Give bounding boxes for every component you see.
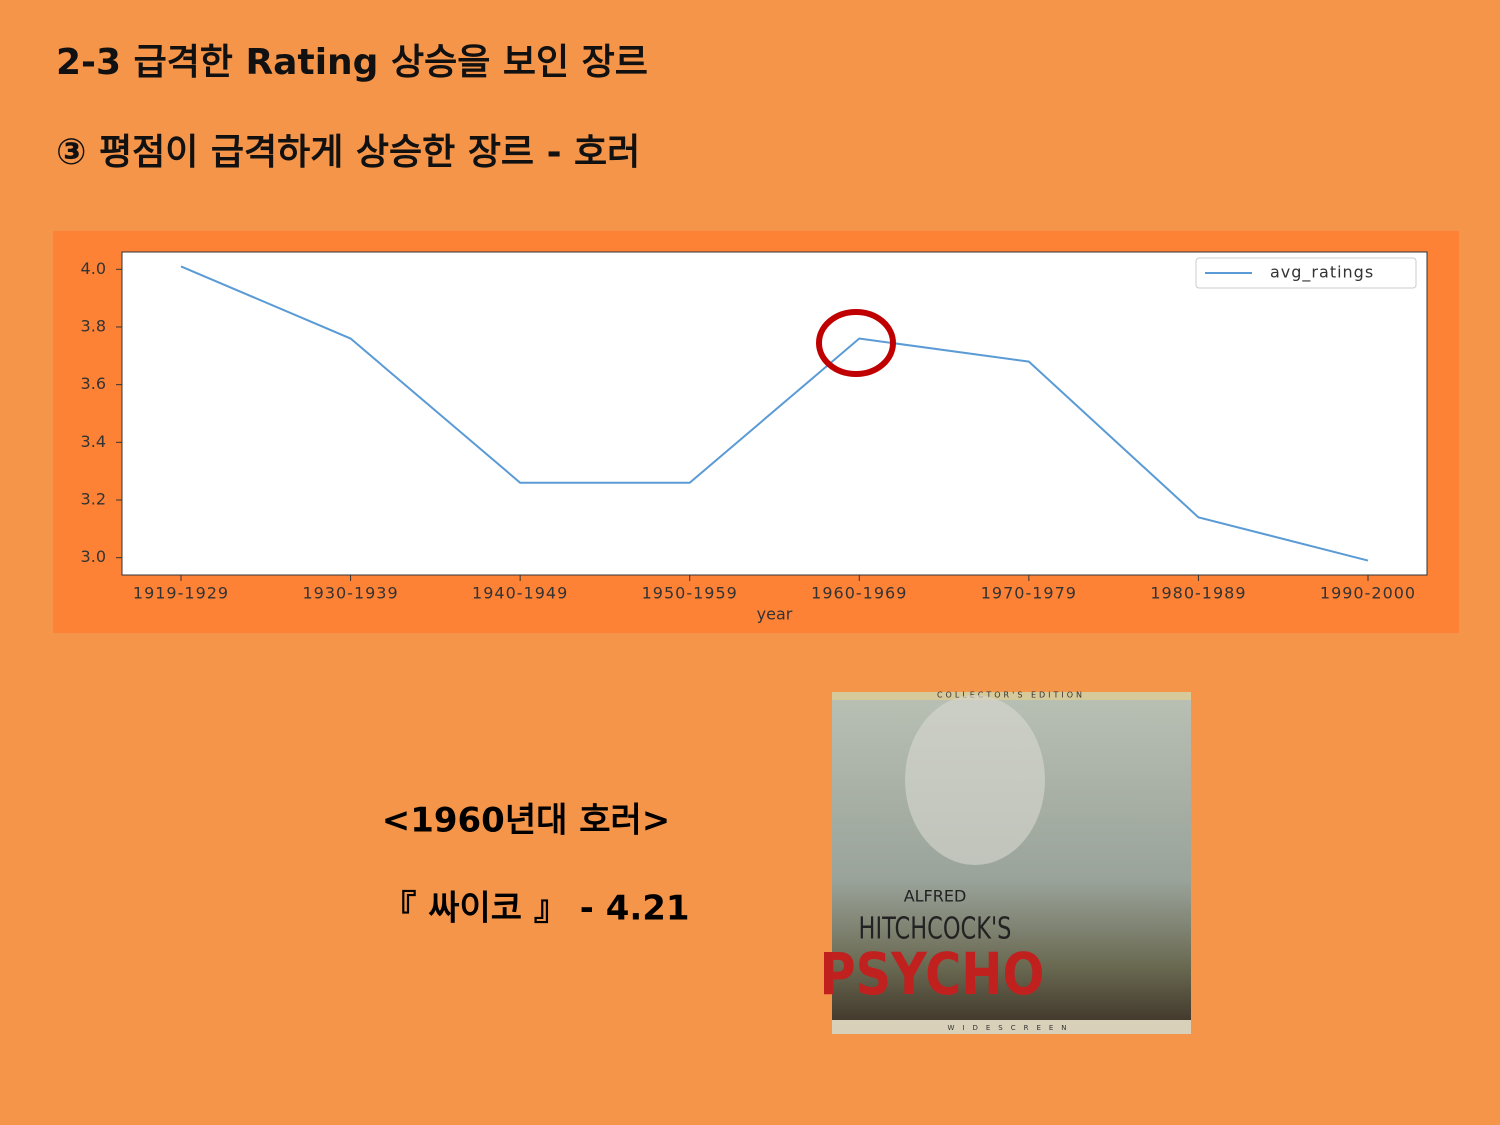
x-tick-label: 1990-2000 — [1320, 584, 1416, 603]
poster: COLLECTOR'S EDITION ALFRED HITCHCOCK'S P… — [820, 691, 1191, 1034]
poster-title: PSYCHO — [820, 940, 1045, 1008]
poster-band — [832, 692, 1191, 700]
y-tick-label: 4.0 — [81, 259, 106, 278]
poster-credit: HITCHCOCK'S — [859, 911, 1012, 946]
caption-heading: <1960년대 호러> — [382, 801, 671, 841]
line — [180, 265, 1369, 562]
x-tick-label: 1970-1979 — [981, 584, 1077, 603]
x-tick-label: 1980-1989 — [1150, 584, 1246, 603]
legend-label: avg_ratings — [1270, 263, 1374, 283]
y-tick-label: 3.2 — [81, 490, 106, 509]
poster-footer — [832, 1020, 1191, 1034]
x-tick-label: 1960-1969 — [811, 584, 907, 603]
y-tick-label: 3.0 — [81, 547, 106, 566]
y-tick-label: 3.6 — [81, 374, 106, 393]
poster-format: WIDESCREEN — [947, 1024, 1074, 1032]
x-tick-label: 1919-1929 — [133, 584, 229, 603]
chart: 3.0 3.2 3.4 3.6 3.8 4.0 1919-1929 1930-1939 1940… — [81, 257, 1417, 624]
poster-edition: COLLECTOR'S EDITION — [937, 691, 1085, 700]
poster-director: ALFRED — [904, 887, 967, 906]
slide-title: 2-3 급격한 Rating 상승을 보인 장르 — [56, 42, 648, 83]
caption-movie: 『 싸이코 』 - 4.21 — [382, 889, 689, 929]
x-tick-label: 1950-1959 — [642, 584, 738, 603]
slide-subtitle: ③ 평점이 급격하게 상승한 장르 - 호러 — [56, 132, 640, 173]
x-tick-label: 1940-1949 — [472, 584, 568, 603]
x-tick-label: 1930-1939 — [302, 584, 398, 603]
x-axis-label: year — [757, 605, 793, 624]
poster-face — [905, 695, 1045, 865]
y-tick-label: 3.4 — [81, 432, 106, 451]
y-tick-label: 3.8 — [81, 316, 106, 335]
legend-box — [1195, 257, 1417, 289]
highlight-circle — [816, 309, 896, 377]
